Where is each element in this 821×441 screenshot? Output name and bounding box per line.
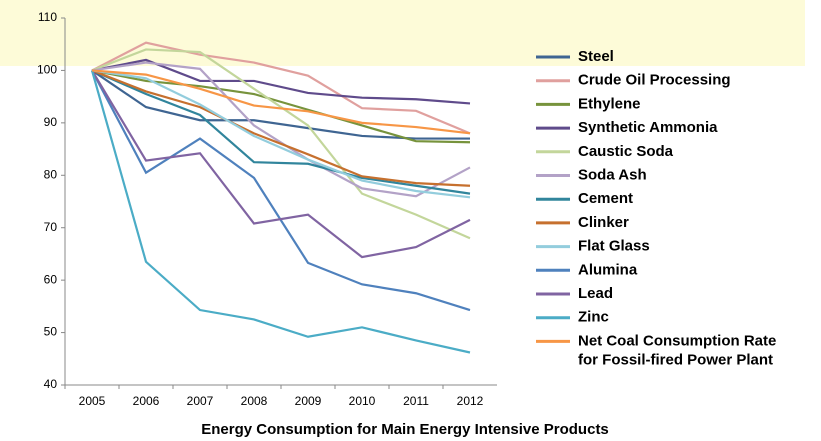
- legend-label: Net Coal Consumption Rate for Fossil-fire…: [578, 332, 776, 368]
- legend-label: Lead: [578, 285, 613, 302]
- series-line: [91, 48, 471, 240]
- chart-title: Energy Consumption for Main Energy Inten…: [201, 421, 609, 438]
- y-tick-label: 60: [44, 272, 58, 286]
- y-tick-label: 110: [38, 10, 57, 24]
- legend-label: Caustic Soda: [578, 143, 674, 160]
- legend-label: Alumina: [578, 261, 638, 278]
- legend-label: Flat Glass: [578, 238, 650, 255]
- series-line: [91, 41, 471, 135]
- legend-label: Steel: [578, 48, 614, 65]
- series-line: [91, 69, 471, 195]
- legend-label: Clinker: [578, 214, 629, 231]
- y-tick-label: 40: [44, 377, 58, 391]
- x-tick-label: 2008: [241, 394, 268, 408]
- x-tick-label: 2012: [457, 394, 484, 408]
- legend-label: Synthetic Ammonia: [578, 119, 718, 136]
- series-line: [91, 69, 471, 199]
- x-tick-label: 2010: [349, 394, 376, 408]
- x-tick-label: 2009: [295, 394, 322, 408]
- y-tick-label: 80: [44, 167, 58, 181]
- legend-label: Crude Oil Processing: [578, 72, 731, 89]
- y-tick-label: 70: [44, 220, 58, 234]
- series-line: [91, 69, 471, 135]
- series-line: [90, 70, 471, 354]
- legend-label: Soda Ash: [578, 166, 647, 183]
- series-line: [91, 61, 471, 198]
- legend-label: Cement: [578, 190, 633, 207]
- series-line: [91, 69, 471, 187]
- x-tick-label: 2005: [79, 394, 106, 408]
- legend-label: Ethylene: [578, 95, 641, 112]
- x-tick-label: 2011: [403, 394, 429, 408]
- y-tick-label: 90: [44, 115, 58, 129]
- x-tick-label: 2007: [187, 394, 214, 408]
- x-tick-label: 2006: [133, 394, 160, 408]
- y-tick-label: 100: [37, 63, 57, 77]
- series-line: [91, 69, 471, 312]
- series-line: [91, 69, 471, 259]
- y-tick-label: 50: [44, 325, 58, 339]
- legend-label: Zinc: [578, 309, 609, 326]
